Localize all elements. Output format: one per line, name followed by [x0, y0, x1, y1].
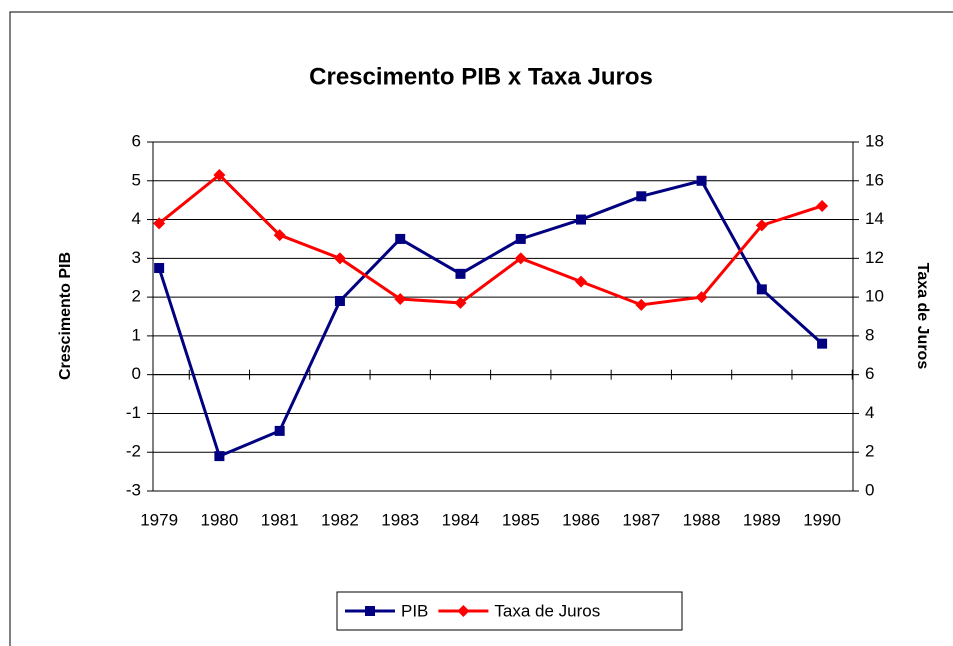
- y-tick-label: -1: [126, 403, 141, 422]
- x-tick-label: 1985: [502, 510, 540, 529]
- data-point: [817, 338, 828, 349]
- chart-frame: [9, 11, 953, 646]
- y2-tick-label: 6: [865, 364, 874, 383]
- data-point: [395, 233, 406, 244]
- x-tick-label: 1981: [261, 510, 299, 529]
- y-tick-label: 4: [132, 209, 141, 228]
- x-tick-label: 1984: [442, 510, 480, 529]
- data-point: [273, 229, 286, 242]
- chart-title: Crescimento PIB x Taxa Juros: [309, 63, 653, 90]
- legend-marker: [365, 606, 375, 616]
- y2-tick-label: 12: [865, 248, 884, 267]
- y-tick-label: 3: [132, 248, 141, 267]
- data-point: [274, 425, 285, 436]
- data-point: [695, 291, 708, 304]
- data-point: [755, 219, 768, 232]
- data-point: [756, 284, 767, 295]
- x-tick-label: 1986: [562, 510, 600, 529]
- y-tick-label: -3: [126, 480, 141, 499]
- legend-marker: [457, 605, 470, 617]
- data-point: [575, 275, 588, 288]
- y2-tick-label: 16: [865, 170, 884, 189]
- data-point: [515, 233, 526, 244]
- x-tick-label: 1987: [622, 510, 660, 529]
- y-tick-label: 5: [132, 170, 141, 189]
- y2-tick-label: 4: [865, 403, 874, 422]
- data-point: [333, 252, 346, 265]
- data-point: [636, 191, 647, 202]
- y2-tick-label: 18: [865, 131, 884, 150]
- series-line: [157, 179, 824, 459]
- data-point: [514, 252, 527, 265]
- x-tick-label: 1983: [381, 510, 419, 529]
- x-tick-label: 1979: [140, 510, 178, 529]
- data-point: [576, 214, 587, 225]
- data-point: [214, 451, 225, 462]
- x-tick-label: 1982: [321, 510, 359, 529]
- x-tick-label: 1988: [683, 510, 721, 529]
- legend-label: PIB: [401, 601, 428, 620]
- series-line: [158, 172, 823, 307]
- data-point: [454, 296, 467, 309]
- data-point: [154, 263, 165, 274]
- y-tick-label: 0: [132, 364, 141, 383]
- legend-label: Taxa de Juros: [494, 601, 600, 620]
- data-point: [455, 268, 466, 279]
- data-point: [394, 293, 407, 306]
- data-point: [213, 168, 226, 181]
- data-point: [635, 298, 648, 311]
- x-tick-label: 1990: [803, 510, 841, 529]
- data-point: [153, 217, 166, 230]
- data-point: [696, 175, 707, 186]
- y-axis-title: Crescimento PIB: [57, 252, 74, 380]
- data-point: [334, 295, 345, 306]
- y-tick-label: 1: [132, 325, 141, 344]
- data-point: [816, 199, 829, 212]
- x-tick-label: 1989: [743, 510, 781, 529]
- y2-axis-title: Taxa de Juros: [914, 263, 931, 370]
- y-tick-label: 2: [132, 287, 141, 306]
- y2-tick-label: 14: [865, 209, 884, 228]
- y-tick-label: 6: [132, 131, 141, 150]
- y2-tick-label: 8: [865, 325, 874, 344]
- x-tick-label: 1980: [200, 510, 238, 529]
- y2-tick-label: 2: [865, 442, 874, 461]
- y2-tick-label: 0: [865, 480, 874, 499]
- y2-tick-label: 10: [865, 287, 884, 306]
- y-tick-label: -2: [126, 442, 141, 461]
